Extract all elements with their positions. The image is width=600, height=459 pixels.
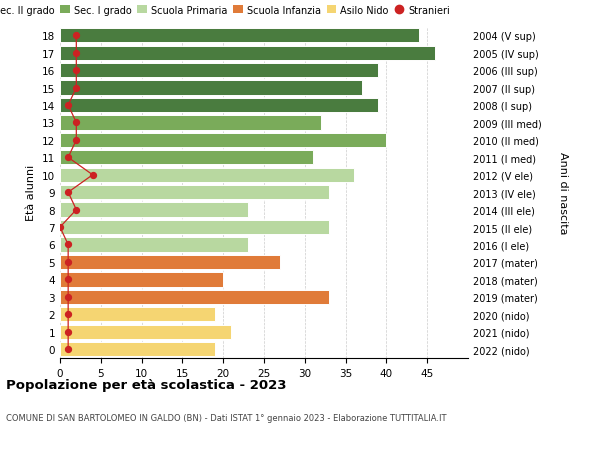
Bar xyxy=(60,220,329,235)
Bar xyxy=(60,238,248,252)
Bar xyxy=(60,325,232,339)
Point xyxy=(64,259,73,266)
Point xyxy=(64,241,73,249)
Point xyxy=(71,137,81,144)
Bar xyxy=(60,273,223,287)
Point xyxy=(71,67,81,75)
Bar xyxy=(60,255,280,269)
Legend: Sec. II grado, Sec. I grado, Scuola Primaria, Scuola Infanzia, Asilo Nido, Stran: Sec. II grado, Sec. I grado, Scuola Prim… xyxy=(0,2,454,19)
Bar xyxy=(60,46,436,61)
Point xyxy=(71,33,81,40)
Text: COMUNE DI SAN BARTOLOMEO IN GALDO (BN) - Dati ISTAT 1° gennaio 2023 - Elaborazio: COMUNE DI SAN BARTOLOMEO IN GALDO (BN) -… xyxy=(6,413,446,422)
Y-axis label: Età alunni: Età alunni xyxy=(26,165,37,221)
Bar xyxy=(60,64,378,78)
Point xyxy=(55,224,65,231)
Point xyxy=(64,328,73,336)
Bar xyxy=(60,151,313,165)
Bar xyxy=(60,185,329,200)
Point xyxy=(71,85,81,92)
Y-axis label: Anni di nascita: Anni di nascita xyxy=(558,151,568,234)
Bar xyxy=(60,308,215,322)
Text: Popolazione per età scolastica - 2023: Popolazione per età scolastica - 2023 xyxy=(6,378,287,391)
Point xyxy=(64,189,73,196)
Point xyxy=(64,102,73,110)
Bar xyxy=(60,29,419,43)
Point xyxy=(71,50,81,57)
Bar xyxy=(60,203,248,217)
Bar xyxy=(60,134,386,148)
Point xyxy=(64,154,73,162)
Bar xyxy=(60,81,362,95)
Bar xyxy=(60,116,321,130)
Bar xyxy=(60,99,378,113)
Point xyxy=(64,346,73,353)
Point xyxy=(64,276,73,283)
Point xyxy=(71,119,81,127)
Point xyxy=(64,311,73,318)
Point xyxy=(88,172,97,179)
Point xyxy=(64,293,73,301)
Point xyxy=(71,207,81,214)
Bar xyxy=(60,342,215,357)
Bar xyxy=(60,168,354,183)
Bar xyxy=(60,290,329,304)
